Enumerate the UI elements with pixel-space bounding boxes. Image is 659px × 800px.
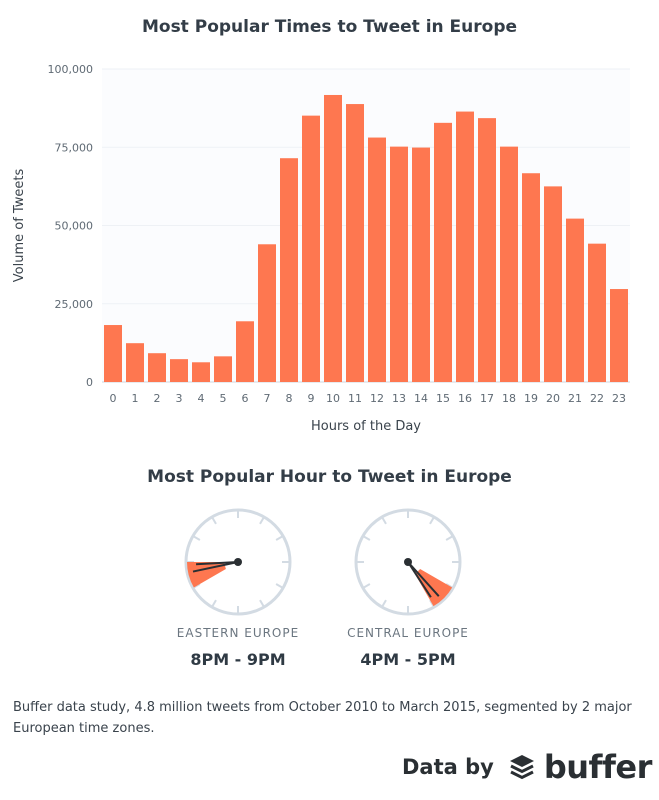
data-credit: Data by buffer bbox=[402, 748, 652, 786]
bar-hour-17 bbox=[478, 118, 496, 383]
bar-hour-3 bbox=[170, 359, 188, 382]
x-tick-label: 9 bbox=[308, 392, 315, 405]
x-tick-label: 1 bbox=[132, 392, 139, 405]
x-tick-label: 20 bbox=[546, 392, 560, 405]
bar-hour-2 bbox=[148, 353, 166, 382]
y-tick-label: 75,000 bbox=[55, 141, 94, 154]
hour-hand bbox=[407, 561, 440, 597]
clock-tick bbox=[363, 583, 371, 589]
clock-tick bbox=[363, 535, 371, 541]
clock-tick bbox=[429, 517, 435, 525]
clock-0 bbox=[184, 508, 292, 616]
bar-hour-6 bbox=[236, 321, 254, 382]
buffer-logo-icon bbox=[509, 755, 534, 780]
bar-hour-15 bbox=[434, 122, 452, 382]
x-tick-label: 3 bbox=[176, 392, 183, 405]
buffer-brand: buffer bbox=[543, 748, 653, 786]
bar-hour-21 bbox=[566, 218, 584, 382]
clock-tick bbox=[381, 599, 387, 607]
bar-hour-0 bbox=[104, 325, 122, 382]
clock-region-central: CENTRAL EUROPE bbox=[347, 626, 469, 640]
bar-hour-12 bbox=[368, 137, 386, 382]
x-tick-label: 22 bbox=[590, 392, 604, 405]
chart-title: Most Popular Times to Tweet in Europe bbox=[141, 17, 518, 37]
x-tick-label: 10 bbox=[326, 392, 340, 405]
x-tick-label: 21 bbox=[568, 392, 582, 405]
clock-tick bbox=[381, 517, 387, 525]
bar-hour-18 bbox=[500, 146, 518, 382]
minute-hand bbox=[407, 561, 432, 598]
bar-hour-16 bbox=[456, 111, 474, 383]
x-tick-label: 8 bbox=[286, 392, 293, 405]
clocks bbox=[184, 508, 462, 616]
clock-tick bbox=[259, 517, 265, 525]
x-tick-label: 12 bbox=[370, 392, 384, 405]
x-tick-label: 7 bbox=[264, 392, 271, 405]
clock-1 bbox=[354, 508, 462, 616]
clock-tick bbox=[275, 535, 283, 541]
x-tick-label: 14 bbox=[414, 392, 428, 405]
y-tick-label: 100,000 bbox=[48, 63, 94, 76]
x-tick-label: 16 bbox=[458, 392, 472, 405]
clock-time-eastern: 8PM - 9PM bbox=[190, 650, 286, 669]
bar-hour-9 bbox=[302, 115, 320, 383]
clock-center bbox=[404, 558, 412, 566]
bar-hour-1 bbox=[126, 343, 144, 382]
x-tick-label: 18 bbox=[502, 392, 516, 405]
clock-tick bbox=[445, 535, 453, 541]
clock-tick bbox=[193, 535, 201, 541]
clock-tick bbox=[211, 599, 217, 607]
x-tick-label: 19 bbox=[524, 392, 538, 405]
x-tick-label: 15 bbox=[436, 392, 450, 405]
y-tick-label: 25,000 bbox=[55, 298, 94, 311]
bar-hour-8 bbox=[280, 158, 298, 382]
x-tick-label: 2 bbox=[154, 392, 161, 405]
bar-hour-14 bbox=[412, 147, 430, 382]
x-tick-label: 6 bbox=[242, 392, 249, 405]
bar-hour-23 bbox=[610, 289, 628, 382]
clock-tick bbox=[211, 517, 217, 525]
bar-hour-5 bbox=[214, 356, 232, 382]
clock-tick bbox=[275, 583, 283, 589]
x-axis-label: Hours of the Day bbox=[311, 419, 421, 434]
x-tick-label: 17 bbox=[480, 392, 494, 405]
clocks-title: Most Popular Hour to Tweet in Europe bbox=[147, 467, 512, 487]
y-tick-label: 50,000 bbox=[55, 220, 94, 233]
bar-hour-13 bbox=[390, 146, 408, 382]
minute-hand bbox=[196, 561, 239, 566]
x-tick-label: 23 bbox=[612, 392, 626, 405]
highlight-wedge bbox=[415, 569, 453, 607]
clock-region-eastern: EASTERN EUROPE bbox=[176, 626, 300, 640]
bar-hour-22 bbox=[588, 243, 606, 382]
x-tick-label: 13 bbox=[392, 392, 406, 405]
bar-hour-10 bbox=[324, 94, 342, 382]
clock-tick bbox=[193, 583, 201, 589]
x-tick-label: 4 bbox=[198, 392, 205, 405]
bar-hour-4 bbox=[192, 362, 210, 382]
clock-center bbox=[234, 558, 242, 566]
clock-tick bbox=[259, 599, 265, 607]
x-tick-label: 0 bbox=[110, 392, 117, 405]
bar-hour-11 bbox=[346, 104, 364, 382]
y-axis-label: Volume of Tweets bbox=[12, 169, 27, 283]
credit-text: Data by bbox=[402, 755, 494, 779]
hour-hand bbox=[192, 561, 239, 573]
bar-hour-7 bbox=[258, 244, 276, 382]
y-tick-label: 0 bbox=[86, 376, 93, 389]
clock-time-central: 4PM - 5PM bbox=[360, 650, 456, 669]
x-tick-label: 5 bbox=[220, 392, 227, 405]
bar-hour-19 bbox=[522, 173, 540, 382]
highlight-wedge bbox=[187, 562, 226, 588]
bar-hour-20 bbox=[544, 186, 562, 382]
x-tick-label: 11 bbox=[348, 392, 362, 405]
footnote: Buffer data study, 4.8 million tweets fr… bbox=[13, 700, 632, 736]
